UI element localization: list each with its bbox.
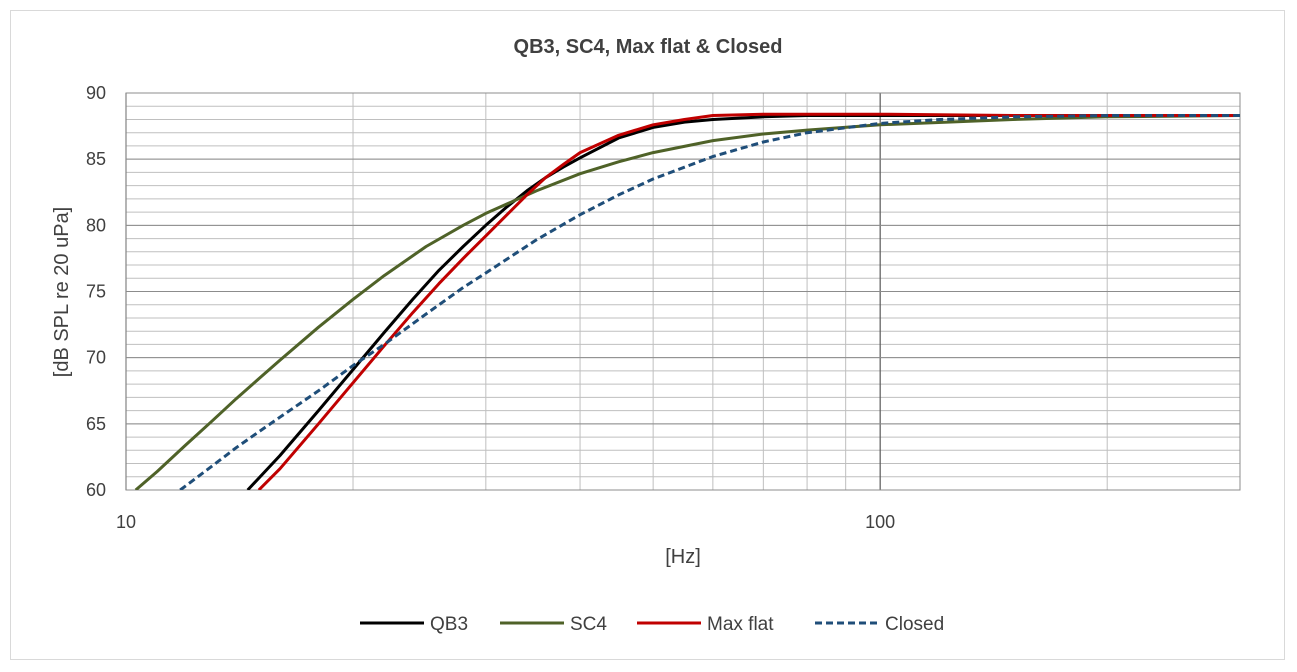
legend-label: SC4	[570, 614, 607, 635]
series-line-sc4	[134, 114, 1240, 490]
legend-label: Max flat	[707, 614, 774, 635]
y-tick-label: 60	[86, 480, 106, 500]
y-tick-label: 80	[86, 215, 106, 235]
y-tick-label: 70	[86, 348, 106, 368]
tick-labels: 60 65 70 75 80 85 90 10 100	[86, 83, 895, 532]
series-lines	[134, 112, 1240, 490]
grid	[125, 92, 1241, 491]
series-line-qb3	[246, 114, 1240, 490]
legend: QB3 SC4 Max flat Closed	[360, 614, 944, 635]
chart-title: QB3, SC4, Max flat & Closed	[514, 36, 783, 58]
x-tick-label: 10	[116, 512, 136, 532]
x-tick-label: 100	[865, 512, 895, 532]
y-tick-label: 75	[86, 282, 106, 302]
legend-label: Closed	[885, 614, 944, 635]
legend-label: QB3	[430, 614, 468, 635]
y-tick-label: 85	[86, 149, 106, 169]
series-line-max-flat	[257, 112, 1240, 490]
x-axis-label: [Hz]	[665, 546, 701, 568]
y-tick-label: 90	[86, 83, 106, 103]
plot-area-border	[125, 92, 1241, 491]
series-line-closed	[179, 114, 1240, 490]
y-axis-label: [dB SPL re 20 uPa]	[51, 207, 73, 377]
y-tick-label: 65	[86, 414, 106, 434]
